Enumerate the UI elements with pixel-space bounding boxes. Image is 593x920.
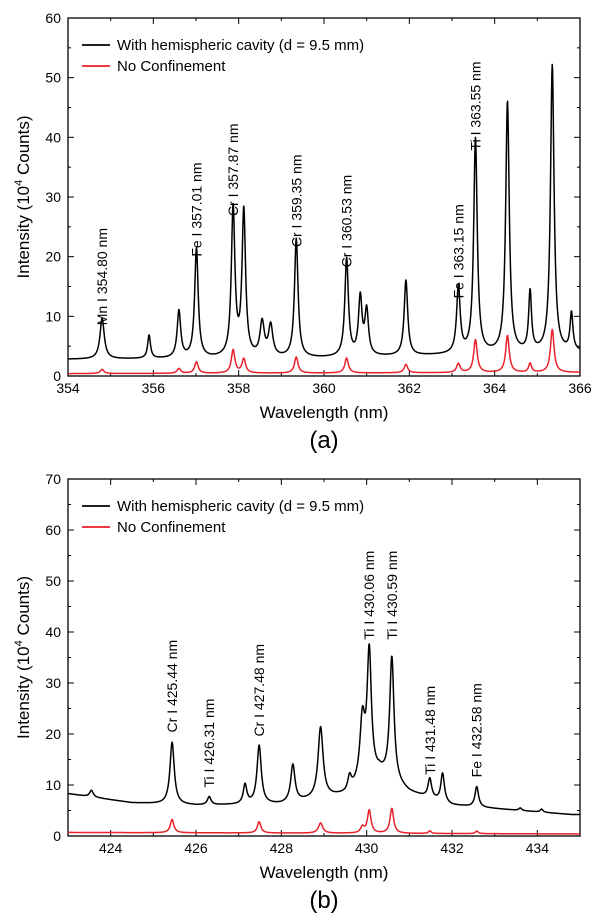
panel-a-chart: 354 356 358 360 362 364 366 0 10 20 30 40 50 60 Wavele… — [13, 10, 592, 454]
peak-annotation: Fe I 357.01 nm — [188, 162, 204, 256]
y-axis-title-superscript: 4 — [13, 180, 25, 186]
y-tick-label: 10 — [45, 308, 61, 324]
x-tick-label: 426 — [184, 840, 208, 856]
x-tick-label: 358 — [227, 380, 251, 396]
x-tick-label: 356 — [142, 380, 166, 396]
peak-annotation: Mn I 354.80 nm — [94, 228, 110, 325]
x-tick-label: 364 — [483, 380, 507, 396]
peak-annotation: Ti I 431.48 nm — [422, 686, 438, 775]
y-tick-label: 40 — [45, 129, 61, 145]
x-tick-label: 428 — [270, 840, 294, 856]
x-tick-label: 362 — [398, 380, 422, 396]
x-tick-label: 366 — [568, 380, 592, 396]
peak-annotation: Fe I 363.15 nm — [450, 204, 466, 298]
series-line — [68, 807, 580, 835]
y-tick-label: 40 — [45, 624, 61, 640]
y-tick-label: 20 — [45, 726, 61, 742]
y-tick-label: 20 — [45, 249, 61, 265]
peak-annotation: Ti I 426.31 nm — [201, 699, 217, 788]
x-tick-label: 434 — [526, 840, 550, 856]
x-tick-label: 424 — [99, 840, 123, 856]
y-axis-title-main: Intensity (10 — [14, 186, 33, 279]
y-axis-title: Intensity (104 Counts) — [13, 576, 33, 739]
y-tick-label: 60 — [45, 522, 61, 538]
peak-annotation: Cr I 359.35 nm — [288, 155, 304, 248]
peak-annotation: Fe I 432.58 nm — [469, 683, 485, 777]
y-tick-label: 50 — [45, 573, 61, 589]
panel-label: (a) — [309, 427, 338, 454]
y-axis-title-tail: Counts) — [14, 576, 33, 640]
panel-b-chart: 424 426 428 430 432 434 0 10 20 30 40 50 60 70 Wavelen… — [13, 471, 581, 914]
legend-label: No Confinement — [117, 519, 226, 536]
series-line — [68, 63, 580, 360]
x-tick-label: 360 — [312, 380, 336, 396]
y-tick-label: 30 — [45, 675, 61, 691]
x-axis-title: Wavelength (nm) — [260, 403, 389, 422]
y-tick-label: 10 — [45, 777, 61, 793]
legend-label: No Confinement — [117, 58, 226, 75]
series-line — [68, 643, 580, 816]
peak-annotation: Cr I 360.53 nm — [339, 175, 355, 268]
peak-annotation: Cr I 427.48 nm — [251, 644, 267, 737]
x-axis-title: Wavelength (nm) — [260, 863, 389, 882]
peak-annotation: Ti I 363.55 nm — [467, 61, 483, 150]
peak-annotation: Cr I 357.87 nm — [225, 123, 241, 216]
y-axis-title: Intensity (104 Counts) — [13, 116, 33, 279]
y-tick-label: 60 — [45, 10, 61, 26]
peak-annotation: Cr I 425.44 nm — [164, 640, 180, 733]
y-tick-label: 0 — [53, 828, 61, 844]
y-tick-label: 0 — [53, 368, 61, 384]
y-tick-label: 30 — [45, 189, 61, 205]
x-tick-label: 432 — [440, 840, 464, 856]
y-axis-title-main: Intensity (10 — [14, 646, 33, 739]
y-tick-label: 50 — [45, 70, 61, 86]
x-tick-label: 430 — [355, 840, 379, 856]
legend-label: With hemispheric cavity (d = 9.5 mm) — [117, 37, 364, 54]
panel-label: (b) — [309, 887, 338, 914]
series-line — [68, 328, 580, 375]
legend-label: With hemispheric cavity (d = 9.5 mm) — [117, 498, 364, 515]
y-tick-label: 70 — [45, 471, 61, 487]
y-axis-title-superscript: 4 — [13, 640, 25, 646]
y-axis-title-tail: Counts) — [14, 116, 33, 180]
x-tick-label: 354 — [56, 380, 80, 396]
peak-annotation: Ti I 430.06 nm — [361, 551, 377, 640]
peak-annotation: Ti I 430.59 nm — [384, 551, 400, 640]
